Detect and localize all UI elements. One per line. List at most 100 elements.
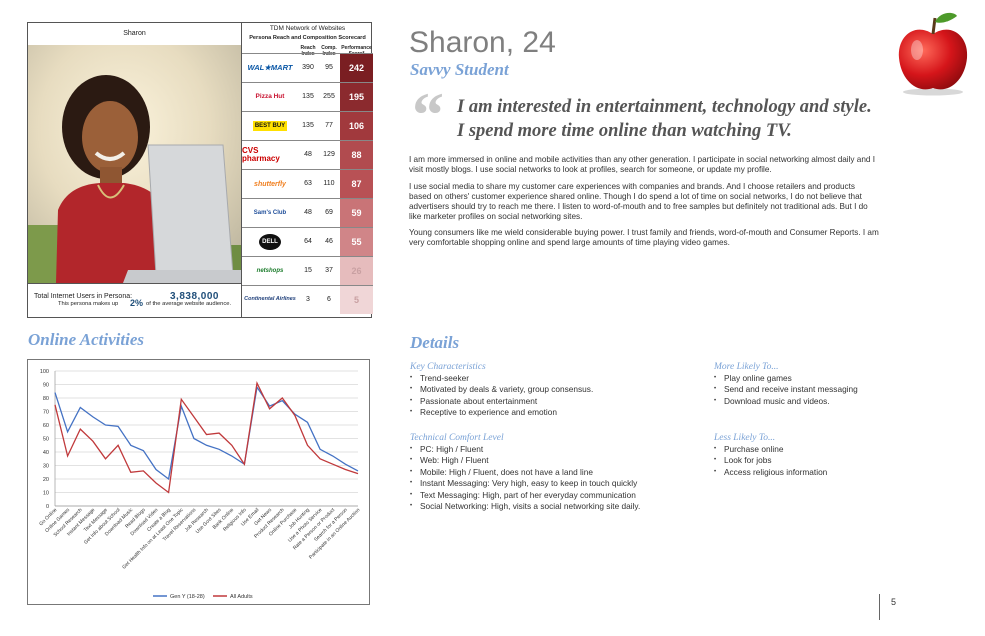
performance-score: 55 (340, 228, 373, 256)
scorecard-row: shutterfly 63 110 87 (242, 169, 373, 198)
brand-logo: Pizza Hut (242, 83, 298, 111)
brand-name: CVS pharmacy (242, 146, 280, 163)
scorecard-subtitle: Persona Reach and Composition Scorecard (249, 35, 366, 41)
list-item: Play online games (714, 373, 858, 385)
y-tick-label: 50 (43, 437, 49, 443)
performance-score: 5 (340, 286, 373, 314)
performance-score: 195 (340, 83, 373, 111)
reach-index: 3 (306, 296, 310, 303)
comp-index: 69 (325, 209, 333, 216)
brand-logo: Continental Airlines (242, 286, 298, 314)
y-tick-label: 80 (43, 396, 49, 402)
key-characteristics-heading: Key Characteristics (410, 362, 486, 372)
comp-index: 255 (323, 93, 335, 100)
technical-comfort-list: PC: High / Fluent Web: High / Fluent Mob… (410, 444, 640, 513)
total-users-value: 3,838,000 (170, 291, 219, 302)
list-item: Instant Messaging: Very high, easy to ke… (410, 478, 640, 490)
persona-title: Sharon, 24 (409, 26, 556, 59)
scorecard-row: BEST BUY 135 77 106 (242, 111, 373, 140)
brand-logo: DELL (242, 228, 298, 256)
paragraph-1: I am more immersed in online and mobile … (409, 155, 876, 174)
reach-index: 135 (302, 122, 314, 129)
brand-name: BEST BUY (252, 121, 288, 131)
list-item: Text Messaging: High, part of her everyd… (410, 490, 640, 502)
comp-index: 77 (325, 122, 333, 129)
page-divider (879, 594, 880, 620)
brand-logo: BEST BUY (242, 112, 298, 140)
list-item: PC: High / Fluent (410, 444, 640, 456)
series-line (54, 380, 359, 494)
series-line (54, 385, 359, 481)
persona-name-label: Sharon (28, 23, 241, 46)
brand-logo: netshops (242, 257, 298, 285)
comp-index: 129 (323, 151, 335, 158)
reach-index: 15 (304, 267, 312, 274)
list-item: Social Networking: High, visits a social… (410, 501, 640, 513)
details-heading: Details (410, 333, 460, 352)
performance-score: 106 (340, 112, 373, 140)
list-item: Web: High / Fluent (410, 455, 640, 467)
brand-name: Sam's Club (253, 210, 287, 216)
brand-name: shutterfly (254, 180, 286, 188)
list-item: Mobile: High / Fluent, does not have a l… (410, 467, 640, 479)
persona-tagline: Savvy Student (410, 60, 509, 79)
y-tick-label: 40 (43, 450, 49, 456)
percent-value: 2% (130, 298, 144, 308)
performance-score: 88 (340, 141, 373, 169)
persona-scorecard: Sharon (27, 22, 373, 318)
reach-index: 135 (302, 93, 314, 100)
performance-score: 87 (340, 170, 373, 198)
y-tick-label: 20 (43, 477, 49, 483)
reach-index: 48 (304, 209, 312, 216)
more-likely-list: Play online games Send and receive insta… (714, 373, 858, 408)
scorecard-table: TDM Network of Websites Persona Reach an… (241, 23, 373, 317)
more-likely-heading: More Likely To... (714, 362, 779, 372)
comp-index: 95 (325, 64, 333, 71)
list-item: Receptive to experience and emotion (410, 407, 593, 419)
online-activities-chart: 0 10 20 30 40 50 60 70 80 90 100 Go Online Online Ga… (27, 359, 370, 605)
reach-index: 64 (304, 238, 312, 245)
paragraph-3: Young consumers like me wield considerab… (409, 228, 879, 247)
online-activities-heading: Online Activities (28, 330, 145, 349)
y-tick-label: 0 (46, 504, 49, 510)
list-item: Access religious information (714, 467, 827, 479)
scorecard-row: Continental Airlines 3 6 5 (242, 285, 373, 314)
y-tick-label: 10 (43, 491, 49, 497)
brand-name: DELL (259, 234, 281, 250)
list-item: Passionate about entertainment (410, 396, 593, 408)
brand-name: WAL★MART (247, 63, 293, 73)
list-item: Send and receive instant messaging (714, 384, 858, 396)
performance-score: 59 (340, 199, 373, 227)
persona-quote: I am interested in entertainment, techno… (457, 97, 872, 141)
totals-section: Total Internet Users in Persona: 3,838,0… (28, 283, 241, 318)
list-item: Trend-seeker (410, 373, 593, 385)
brand-name: Continental Airlines (244, 296, 296, 303)
reach-index: 48 (304, 151, 312, 158)
less-likely-heading: Less Likely To... (714, 433, 776, 443)
brand-name: netshops (256, 268, 284, 274)
scorecard-title: TDM Network of Websites (269, 25, 346, 32)
y-tick-label: 30 (43, 464, 49, 470)
list-item: Look for jobs (714, 455, 827, 467)
scorecard-row: Sam's Club 48 69 59 (242, 198, 373, 227)
apple-icon (895, 8, 971, 101)
y-tick-label: 70 (43, 410, 49, 416)
persona-photo (28, 45, 241, 283)
technical-comfort-heading: Technical Comfort Level (410, 433, 504, 443)
reach-index: 390 (302, 64, 314, 71)
legend-label: Gen Y (18-28) (170, 594, 205, 600)
total-users-label: Total Internet Users in Persona: (34, 293, 133, 300)
scorecard-row: Pizza Hut 135 255 195 (242, 82, 373, 111)
scorecard-row: CVS pharmacy 48 129 88 (242, 140, 373, 169)
list-item: Download music and videos. (714, 396, 858, 408)
y-tick-label: 100 (40, 369, 49, 375)
comp-index: 46 (325, 238, 333, 245)
brand-logo: Sam's Club (242, 199, 298, 227)
y-tick-label: 90 (43, 383, 49, 389)
less-likely-list: Purchase online Look for jobs Access rel… (714, 444, 827, 479)
brand-logo: CVS pharmacy (242, 141, 298, 169)
comp-index: 6 (327, 296, 331, 303)
brand-logo: shutterfly (242, 170, 298, 198)
page-number: 5 (891, 597, 897, 607)
